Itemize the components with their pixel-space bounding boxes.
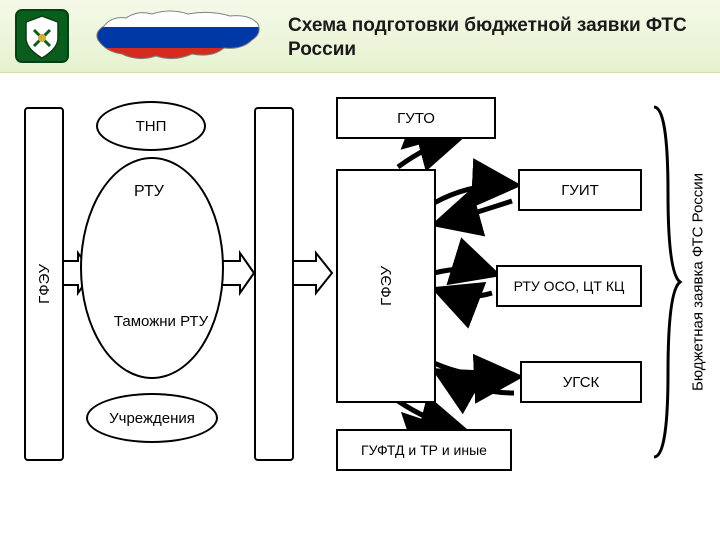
node-gfeu-left-label: ГФЭУ [36, 264, 53, 304]
node-guit: ГУИТ [518, 169, 642, 211]
node-guit-label: ГУИТ [561, 182, 599, 199]
node-ugsk: УГСК [520, 361, 642, 403]
node-gufdtr: ГУФТД и ТР и иные [336, 429, 512, 471]
customs-emblem-icon [14, 8, 70, 64]
node-guto-label: ГУТО [397, 110, 435, 127]
node-rtu-oso-label: РТУ ОСО, ЦТ КЦ [514, 278, 625, 294]
node-rtu-label: РТУ [134, 183, 164, 201]
curve-ugsk-b [440, 373, 514, 393]
curve-guto [398, 137, 458, 167]
node-tnp: ТНП [96, 101, 206, 151]
page-title: Схема подготовки бюджетной заявки ФТС Ро… [288, 14, 688, 62]
node-bridge [254, 107, 294, 461]
flowchart-diagram: ГФЭУ ТНП РТУ Таможни РТУ Учреждения ГУТО… [0, 73, 720, 533]
block-arrow-3 [292, 253, 332, 293]
node-uchr-label: Учреждения [109, 410, 195, 427]
node-guto: ГУТО [336, 97, 496, 139]
node-uchr: Учреждения [86, 393, 218, 443]
curve-rtuoso-b [440, 291, 492, 297]
node-ugsk-label: УГСК [563, 374, 600, 391]
output-brace [654, 107, 680, 457]
russia-map-flag-icon [92, 6, 262, 68]
node-gfeu-left: ГФЭУ [24, 107, 64, 461]
curve-rtuoso [434, 269, 492, 273]
curve-gufdtr [398, 401, 460, 429]
curve-guit [434, 185, 512, 203]
node-rtu-oso: РТУ ОСО, ЦТ КЦ [496, 265, 642, 307]
node-tnp-label: ТНП [136, 118, 167, 135]
curve-guit-b [440, 201, 512, 223]
node-output-label: Бюджетная заявка ФТС России [686, 107, 710, 457]
node-gfeu-center: ГФЭУ [336, 169, 436, 403]
block-arrow-2 [222, 253, 254, 293]
node-gfeu-center-label: ГФЭУ [378, 266, 395, 306]
header-bar: Схема подготовки бюджетной заявки ФТС Ро… [0, 0, 720, 73]
curve-ugsk [434, 363, 514, 377]
node-gufdtr-label: ГУФТД и ТР и иные [361, 442, 487, 458]
node-rtu-customs-label: Таможни РТУ [96, 313, 226, 330]
